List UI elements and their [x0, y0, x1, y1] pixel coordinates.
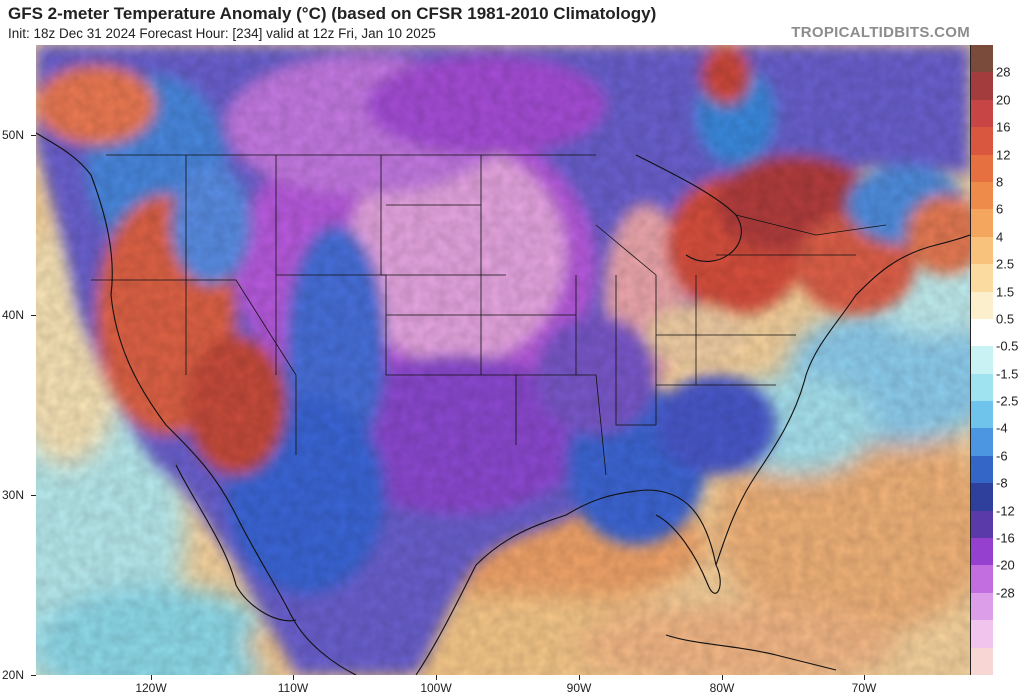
lon-label-70w: 70W — [851, 681, 877, 695]
colorbar-label: 4 — [996, 229, 1004, 245]
colorbar-segment — [971, 127, 993, 156]
lon-tick — [151, 675, 152, 680]
colorbar-label: 2.5 — [996, 256, 1015, 272]
colorbar-segment — [971, 428, 993, 457]
colorbar-label: 1.5 — [996, 284, 1015, 300]
lon-label-90w: 90W — [566, 681, 592, 695]
colorbar-segment — [971, 99, 993, 128]
colorbar-segment — [971, 264, 993, 293]
colorbar-label: -1.5 — [996, 366, 1019, 382]
colorbar-label: -20 — [996, 557, 1015, 573]
lon-label-110w: 110W — [277, 681, 309, 695]
lon-label-100w: 100W — [420, 681, 452, 695]
anomaly-map-graphic — [36, 45, 970, 675]
lon-label-80w: 80W — [709, 681, 735, 695]
colorbar-label: -28 — [996, 585, 1015, 601]
lat-tick — [31, 135, 36, 136]
map-title: GFS 2-meter Temperature Anomaly (°C) (ba… — [8, 4, 657, 23]
lat-tick — [31, 315, 36, 316]
lon-tick — [579, 675, 580, 680]
lon-label-120w: 120W — [135, 681, 167, 695]
colorbar-label: 28 — [996, 64, 1011, 80]
colorbar-segment — [971, 154, 993, 183]
colorbar-segment — [971, 592, 993, 621]
colorbar-label: 0.5 — [996, 311, 1015, 327]
lon-tick — [722, 675, 723, 680]
anomaly-map — [36, 45, 970, 675]
lon-tick — [864, 675, 865, 680]
colorbar-label: -8 — [996, 475, 1008, 491]
lat-label-20n: 20N — [2, 668, 25, 682]
colorbar-segment — [971, 483, 993, 512]
colorbar-label: 8 — [996, 174, 1004, 190]
colorbar-label: -4 — [996, 420, 1008, 436]
colorbar — [970, 45, 993, 676]
colorbar-segment — [971, 181, 993, 210]
state-borders — [91, 154, 887, 476]
site-brand: TROPICALTIDBITS.COM — [791, 24, 970, 41]
colorbar-label: 6 — [996, 201, 1004, 217]
colorbar-label: 20 — [996, 92, 1011, 108]
colorbar-segment — [971, 45, 993, 73]
colorbar-segment — [971, 538, 993, 566]
map-subtitle: Init: 18z Dec 31 2024 Forecast Hour: [23… — [8, 26, 436, 41]
colorbar-label: 16 — [996, 119, 1011, 135]
lat-label-50n: 50N — [2, 128, 25, 142]
colorbar-segment — [971, 565, 993, 594]
colorbar-segment — [971, 647, 993, 676]
colorbar-segment — [971, 291, 993, 320]
colorbar-segment — [971, 620, 993, 649]
colorbar-segment — [971, 510, 993, 539]
colorbar-label: 12 — [996, 147, 1011, 163]
colorbar-segment — [971, 373, 993, 402]
colorbar-segment — [971, 318, 993, 347]
colorbar-label: -6 — [996, 448, 1008, 464]
lat-label-40n: 40N — [2, 308, 25, 322]
colorbar-segment — [971, 209, 993, 238]
colorbar-label: -0.5 — [996, 338, 1019, 354]
lon-tick — [436, 675, 437, 680]
lat-tick — [31, 675, 36, 676]
colorbar-label: -16 — [996, 530, 1015, 546]
lat-tick — [31, 495, 36, 496]
texture-overlay — [36, 45, 970, 675]
colorbar-segment — [971, 455, 993, 484]
colorbar-label: -12 — [996, 503, 1015, 519]
colorbar-segment — [971, 72, 993, 101]
colorbar-label: -2.5 — [996, 393, 1019, 409]
colorbar-segment — [971, 401, 993, 429]
lat-label-30n: 30N — [2, 488, 25, 502]
colorbar-segment — [971, 346, 993, 375]
lon-tick — [293, 675, 294, 680]
colorbar-segment — [971, 236, 993, 265]
